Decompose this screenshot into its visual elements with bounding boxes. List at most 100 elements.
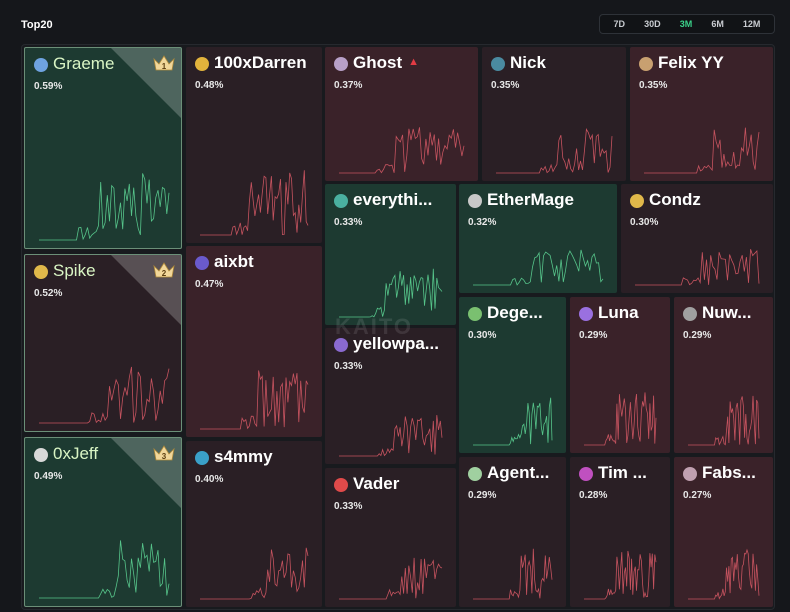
account-name-text: Nuw... [702, 303, 752, 322]
sparkline [339, 268, 443, 318]
account-tile-14[interactable]: Condz 0.30% [621, 184, 773, 293]
sparkline [339, 557, 443, 600]
mindshare-percent: 0.33% [334, 501, 363, 512]
account-tile-10[interactable]: everythi... 0.33% [325, 184, 456, 325]
account-name: Nuw... [702, 303, 767, 323]
avatar [334, 194, 348, 208]
sparkline [688, 395, 760, 446]
account-name: Spike [53, 261, 175, 281]
sparkline [200, 170, 309, 236]
account-name-text: Graeme [53, 54, 115, 73]
account-name-text: Nick [510, 53, 546, 72]
sparkline [644, 127, 760, 174]
account-tile-8[interactable]: Nick 0.35% [482, 47, 626, 181]
account-name-text: Vader [353, 474, 400, 493]
mindshare-percent: 0.35% [639, 80, 668, 91]
avatar [579, 467, 593, 481]
avatar [34, 58, 48, 72]
account-name: Luna [598, 303, 664, 323]
tab-3m[interactable]: 3M [679, 19, 693, 29]
avatar [334, 478, 348, 492]
account-tile-20[interactable]: Fabs... 0.27% [674, 457, 773, 607]
avatar [468, 467, 482, 481]
account-name: 100xDarren [214, 53, 316, 73]
account-tile-15[interactable]: Dege... 0.30% [459, 297, 566, 453]
sparkline [473, 548, 553, 600]
mindshare-percent: 0.48% [195, 80, 224, 91]
account-tile-4[interactable]: 100xDarren 0.48% [186, 47, 322, 243]
account-name-text: 100xDarren [214, 53, 307, 72]
account-tile-3[interactable]: 0xJeff 0.49% 3 [24, 437, 182, 607]
account-name: s4mmy [214, 447, 316, 467]
avatar [639, 57, 653, 71]
sparkline [39, 173, 170, 241]
time-range-selector: 7D 30D 3M 6M 12M [599, 14, 775, 34]
mindshare-percent: 0.29% [683, 330, 712, 341]
mindshare-percent: 0.37% [334, 80, 363, 91]
account-name: EtherMage [487, 190, 611, 210]
account-name-text: aixbt [214, 252, 254, 271]
account-name: 0xJeff [53, 444, 175, 464]
sparkline-path [584, 550, 657, 600]
avatar [195, 57, 209, 71]
account-tile-12[interactable]: Vader 0.33% [325, 468, 456, 607]
account-tile-13[interactable]: EtherMage 0.32% [459, 184, 617, 293]
account-name-text: Felix YY [658, 53, 724, 72]
account-tile-6[interactable]: s4mmy 0.40% [186, 441, 322, 607]
account-tile-2[interactable]: Spike 0.52% 2 [24, 254, 182, 432]
crown-icon: 3 [153, 445, 175, 461]
account-tile-9[interactable]: Felix YY 0.35% [630, 47, 773, 181]
account-name-text: Ghost [353, 53, 403, 72]
account-name: Felix YY [658, 53, 767, 73]
sparkline [339, 127, 465, 174]
account-tile-19[interactable]: Tim ... 0.28% [570, 457, 670, 607]
sparkline [635, 249, 760, 286]
avatar [34, 448, 48, 462]
account-tile-1[interactable]: Graeme 0.59% 1 [24, 47, 182, 249]
rank-number: 1 [162, 62, 167, 71]
avatar [468, 307, 482, 321]
sparkline-path [473, 548, 553, 600]
sparkline [200, 370, 309, 430]
account-tile-5[interactable]: aixbt 0.47% [186, 246, 322, 437]
sparkline [39, 366, 170, 424]
mindshare-percent: 0.30% [630, 217, 659, 228]
avatar [334, 57, 348, 71]
kaito-watermark: KAITO [335, 314, 414, 339]
tab-6m[interactable]: 6M [711, 19, 724, 29]
mindshare-percent: 0.40% [195, 474, 224, 485]
account-name-text: EtherMage [487, 190, 574, 209]
sparkline-path [39, 366, 170, 424]
avatar [683, 467, 697, 481]
account-name-text: 0xJeff [53, 444, 99, 463]
account-name-text: Spike [53, 261, 96, 280]
avatar [468, 194, 482, 208]
sparkline-path [200, 547, 309, 600]
sparkline [584, 392, 657, 446]
account-tile-7[interactable]: Ghost ▲ 0.37% [325, 47, 478, 181]
account-name: Tim ... [598, 463, 664, 483]
account-tile-16[interactable]: Luna 0.29% [570, 297, 670, 453]
account-name: Ghost ▲ [353, 53, 472, 73]
mindshare-percent: 0.35% [491, 80, 520, 91]
tab-12m[interactable]: 12M [742, 19, 761, 29]
account-name: Condz [649, 190, 767, 210]
sparkline-path [688, 395, 760, 446]
account-tile-11[interactable]: yellowpa... 0.33% [325, 328, 456, 464]
mindshare-percent: 0.28% [579, 490, 608, 501]
account-name: Agent... [487, 463, 560, 483]
account-tile-18[interactable]: Agent... 0.29% [459, 457, 566, 607]
sparkline [339, 415, 443, 457]
mindshare-percent: 0.27% [683, 490, 712, 501]
account-name: Fabs... [702, 463, 767, 483]
mindshare-percent: 0.47% [195, 279, 224, 290]
rank-number: 3 [162, 452, 167, 461]
mindshare-percent: 0.52% [34, 288, 63, 299]
sparkline-path [584, 392, 657, 446]
mindshare-percent: 0.30% [468, 330, 497, 341]
crown-icon: 1 [153, 55, 175, 71]
account-name: Graeme [53, 54, 175, 74]
tab-30d[interactable]: 30D [644, 19, 661, 29]
tab-7d[interactable]: 7D [613, 19, 626, 29]
account-tile-17[interactable]: Nuw... 0.29% [674, 297, 773, 453]
